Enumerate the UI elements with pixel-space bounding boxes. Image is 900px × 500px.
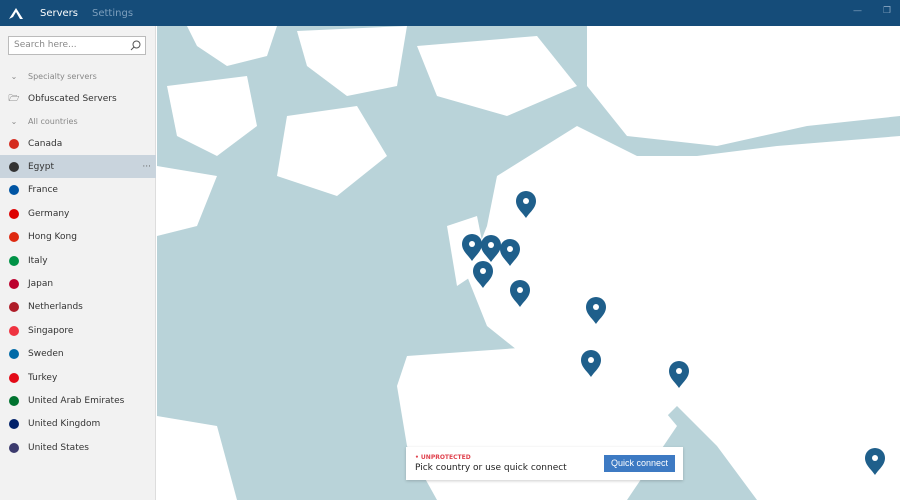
- country-item[interactable]: United Arab Emirates: [0, 389, 156, 412]
- country-label: Canada: [28, 138, 63, 149]
- sidebar: Search here... ⌄ Specialty servers 🗁 Obfus…: [0, 26, 156, 500]
- country-item[interactable]: United Kingdom: [0, 413, 156, 436]
- server-pin[interactable]: [586, 297, 606, 324]
- server-pin[interactable]: [516, 191, 536, 218]
- connection-status-panel: • UNPROTECTED Pick country or use quick …: [406, 447, 683, 480]
- flag-icon: [8, 161, 20, 172]
- tab-settings[interactable]: Settings: [92, 7, 134, 19]
- sidebar-item-obfuscated[interactable]: 🗁 Obfuscated Servers: [0, 87, 156, 110]
- server-pin[interactable]: [581, 350, 601, 377]
- section-label: Specialty servers: [28, 72, 97, 81]
- flag-icon: [8, 442, 20, 453]
- folder-icon: 🗁: [8, 93, 20, 104]
- country-item[interactable]: Hong Kong: [0, 226, 156, 249]
- restore-button[interactable]: ❐: [883, 6, 892, 16]
- section-label: All countries: [28, 117, 78, 126]
- minimize-button[interactable]: —: [853, 6, 862, 16]
- item-label: Obfuscated Servers: [28, 93, 117, 104]
- country-item[interactable]: Sweden: [0, 343, 156, 366]
- country-item[interactable]: France: [0, 179, 156, 202]
- flag-icon: [8, 372, 20, 383]
- country-label: Japan: [28, 278, 54, 289]
- server-pin[interactable]: [462, 234, 482, 261]
- country-label: Netherlands: [28, 302, 83, 313]
- country-label: United Kingdom: [28, 419, 101, 430]
- server-pin[interactable]: [473, 261, 493, 288]
- server-pin[interactable]: [500, 239, 520, 266]
- world-map[interactable]: [157, 26, 900, 500]
- country-item[interactable]: Egypt ···: [0, 155, 156, 179]
- country-label: Singapore: [28, 325, 74, 336]
- search-placeholder: Search here...: [14, 40, 77, 50]
- unprotected-badge: • UNPROTECTED: [415, 454, 471, 461]
- flag-icon: [8, 138, 20, 149]
- specialty-servers-toggle[interactable]: ⌄ Specialty servers: [0, 65, 156, 88]
- country-item[interactable]: Turkey: [0, 366, 156, 389]
- country-item[interactable]: Japan: [0, 272, 156, 295]
- country-label: United Arab Emirates: [28, 395, 125, 406]
- country-label: Sweden: [28, 349, 64, 360]
- country-item[interactable]: Netherlands: [0, 296, 156, 319]
- country-label: United States: [28, 442, 89, 453]
- flag-icon: [8, 185, 20, 196]
- flag-icon: [8, 349, 20, 360]
- server-pin[interactable]: [481, 235, 501, 262]
- country-label: Turkey: [28, 372, 58, 383]
- flag-icon: [8, 255, 20, 266]
- country-item[interactable]: Singapore: [0, 319, 156, 342]
- search-icon[interactable]: [130, 40, 141, 51]
- title-bar: Servers Settings — ❐: [0, 0, 900, 26]
- country-item[interactable]: United States: [0, 436, 156, 459]
- quick-connect-button[interactable]: Quick connect: [604, 455, 675, 472]
- flag-icon: [8, 419, 20, 430]
- flag-icon: [8, 278, 20, 289]
- chevron-down-icon: ⌄: [10, 117, 18, 126]
- country-label: Germany: [28, 208, 70, 219]
- country-item[interactable]: Germany: [0, 202, 156, 225]
- status-message: Pick country or use quick connect: [415, 463, 567, 473]
- server-pin[interactable]: [510, 280, 530, 307]
- server-pin[interactable]: [669, 361, 689, 388]
- flag-icon: [8, 208, 20, 219]
- chevron-down-icon: ⌄: [10, 72, 18, 81]
- flag-icon: [8, 232, 20, 243]
- country-label: France: [28, 185, 58, 196]
- country-label: Egypt: [28, 161, 54, 172]
- more-options-button[interactable]: ···: [142, 161, 151, 172]
- flag-icon: [8, 325, 20, 336]
- country-item[interactable]: Canada: [0, 132, 156, 155]
- country-label: Italy: [28, 255, 48, 266]
- tab-servers[interactable]: Servers: [40, 7, 79, 19]
- country-item[interactable]: Italy: [0, 249, 156, 272]
- search-input[interactable]: Search here...: [8, 36, 146, 55]
- flag-icon: [8, 302, 20, 313]
- country-label: Hong Kong: [28, 232, 77, 243]
- nordvpn-logo-icon: [9, 8, 23, 19]
- flag-icon: [8, 395, 20, 406]
- all-countries-toggle[interactable]: ⌄ All countries: [0, 110, 156, 133]
- server-pin[interactable]: [865, 448, 885, 475]
